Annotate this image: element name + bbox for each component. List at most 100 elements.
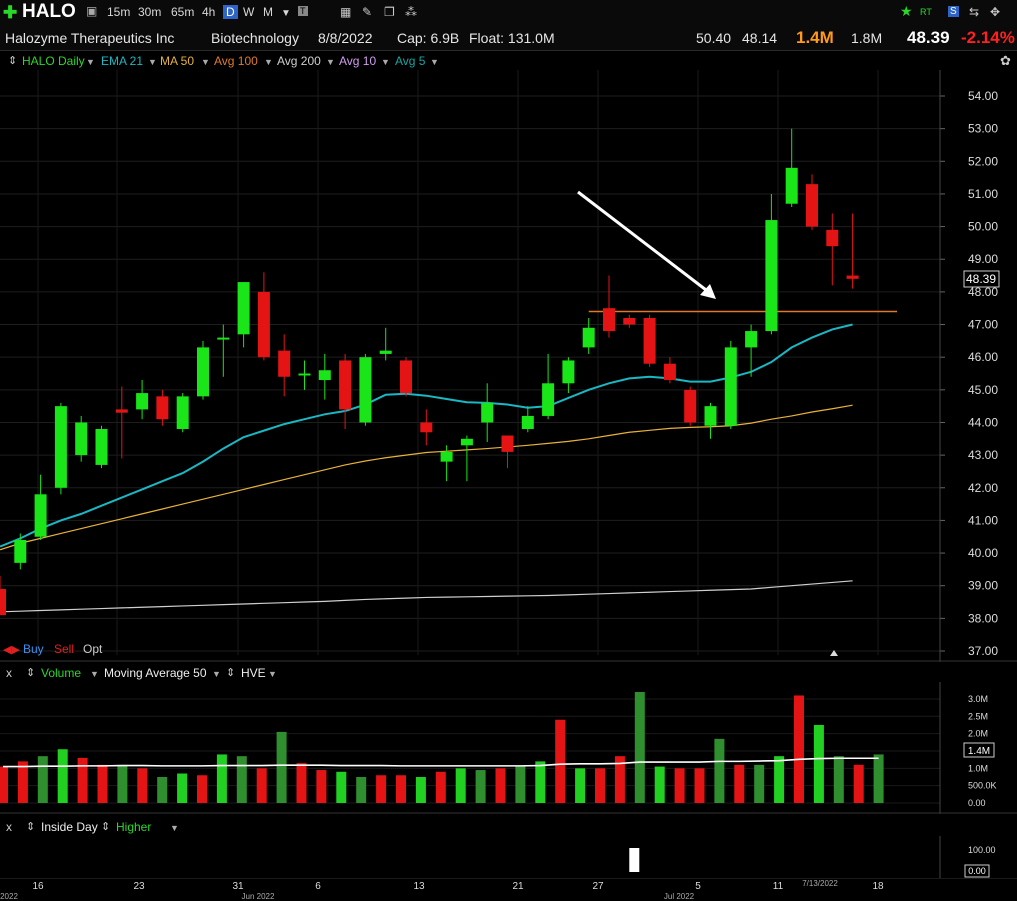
legend-avg200[interactable]: Avg 200 (277, 54, 321, 68)
pencil-icon[interactable]: ✎ (362, 5, 373, 19)
volume-title[interactable]: Volume (41, 666, 82, 680)
tf-15m[interactable]: 15m (107, 5, 131, 19)
legend-dropdown-icon[interactable]: ▼ (264, 57, 273, 67)
close-indicator-icon[interactable]: x (6, 820, 12, 834)
tf-30m[interactable]: 30m (138, 5, 162, 19)
volume-bar (515, 766, 526, 803)
star-icon[interactable]: ★ (900, 3, 913, 19)
volume-bar (873, 754, 884, 803)
trade-buttons: ◀▶ Buy Sell Opt (3, 642, 103, 656)
candle-body (156, 396, 169, 420)
candle-body (34, 494, 47, 537)
volume-ma-dropdown-icon[interactable]: ▼ (212, 669, 221, 679)
close-volume-icon[interactable]: x (6, 666, 12, 680)
tf-65m[interactable]: 65m (171, 5, 195, 19)
volume-tick-label: 1.0M (968, 763, 988, 773)
tf-weekly[interactable]: W (243, 5, 255, 19)
candles (0, 128, 859, 616)
volume-ma-label[interactable]: Moving Average 50 (104, 666, 207, 680)
inside-day-label[interactable]: Inside Day (41, 820, 98, 834)
crosshair-date: 7/13/2022 (802, 879, 838, 888)
volume-bar (435, 771, 446, 803)
candle-body (806, 184, 818, 227)
add-symbol-icon[interactable]: ✚ (3, 3, 18, 22)
volume-dropdown-icon[interactable]: ▼ (90, 669, 99, 679)
volume-bar (97, 764, 108, 803)
legend-dropdown-icon[interactable]: ▼ (201, 57, 210, 67)
price-tick-label: 37.00 (968, 644, 998, 658)
camera-icon[interactable]: ▣ (86, 4, 98, 18)
legend-avg5[interactable]: Avg 5 (395, 54, 426, 68)
avg-volume: 1.8M (851, 30, 883, 46)
tf-4h[interactable]: 4h (202, 5, 216, 19)
indicator-panel-header: x ⇕ Inside Day ⇕ Higher ▼ (0, 818, 940, 836)
price-tick-label: 53.00 (968, 122, 998, 136)
volume-last-tag: 1.4M (968, 746, 990, 757)
hve-move-icon[interactable]: ⇕ (226, 667, 236, 679)
price-change: -2.14% (961, 28, 1015, 47)
buy-button[interactable]: Buy (23, 642, 44, 656)
layers-icon[interactable]: ❐ (384, 5, 395, 19)
volume-tick-label: 3.0M (968, 694, 988, 704)
legend-dropdown-icon[interactable]: ▼ (430, 57, 439, 67)
share-icon[interactable]: ⁂ (405, 5, 417, 19)
legend-dropdown-icon[interactable]: ▼ (326, 57, 335, 67)
legend-ema21[interactable]: EMA 21 (101, 54, 144, 68)
legend-halo-daily[interactable]: HALO Daily (22, 54, 85, 68)
streaming-icon[interactable]: S (948, 6, 959, 17)
x-month-label: 2022 (0, 892, 18, 901)
indicator2-move-icon[interactable]: ⇕ (101, 821, 111, 833)
volume-move-icon[interactable]: ⇕ (26, 667, 36, 679)
legend-dropdown-icon[interactable]: ▼ (86, 57, 95, 67)
volume-bar (17, 761, 28, 803)
hve-label[interactable]: HVE (241, 666, 266, 680)
x-tick-label: 16 (32, 881, 44, 892)
price-tick-label: 44.00 (968, 415, 998, 429)
move-icon[interactable]: ✥ (990, 5, 1001, 19)
sell-button[interactable]: Sell (54, 642, 74, 656)
candle-body (318, 370, 331, 381)
palette-icon[interactable]: ✿ (1000, 53, 1011, 68)
ma200-polyline (0, 580, 853, 613)
hve-dropdown-icon[interactable]: ▼ (268, 669, 277, 679)
price-tick-label: 48.00 (968, 285, 998, 299)
calculator-icon[interactable]: ▦ (340, 5, 352, 19)
link-icon[interactable]: ⇆ (969, 5, 980, 19)
text-tool-icon[interactable]: T (298, 6, 308, 16)
volume-bars (0, 692, 884, 803)
symbol-title[interactable]: HALO (22, 1, 76, 22)
legend-move-icon[interactable]: ⇕ (8, 55, 18, 67)
expand-icon[interactable] (830, 650, 838, 656)
candle-body (846, 275, 859, 279)
legend-dropdown-icon[interactable]: ▼ (148, 57, 157, 67)
volume-bar (77, 757, 88, 803)
tf-monthly[interactable]: M (263, 5, 273, 19)
legend-avg100[interactable]: Avg 100 (214, 54, 258, 68)
indicator-move-icon[interactable]: ⇕ (26, 821, 36, 833)
option-button[interactable]: Opt (83, 642, 103, 656)
higher-label[interactable]: Higher (116, 820, 152, 834)
tf-daily[interactable]: D (223, 5, 238, 19)
candle-body (643, 318, 656, 364)
price-tick-label: 46.00 (968, 350, 998, 364)
candle-body (278, 350, 291, 377)
price-chart[interactable]: 54.00 53.00 52.00 51.00 50.00 49.00 48.00 47.00… (0, 70, 1017, 662)
ema21-polyline (0, 323, 853, 548)
legend-dropdown-icon[interactable]: ▼ (381, 57, 390, 67)
volume-tick-label: 0.00 (968, 798, 986, 808)
realtime-icon[interactable]: RT (920, 7, 932, 17)
candle-body (400, 360, 412, 394)
price-tick-label: 42.00 (968, 481, 998, 495)
indicator-dropdown-icon[interactable]: ▼ (170, 823, 179, 833)
volume-bar (734, 764, 745, 803)
candle-body (826, 229, 839, 247)
arrow-annotation[interactable] (577, 190, 716, 299)
timeframe-dropdown-icon[interactable]: ▼ (281, 8, 291, 19)
legend-avg10[interactable]: Avg 10 (339, 54, 377, 68)
price-tick-label: 50.00 (968, 220, 998, 234)
inside-day-chart[interactable]: 100.00 0.00 (0, 836, 1017, 878)
day-low: 48.14 (742, 30, 778, 46)
legend-ma50[interactable]: MA 50 (160, 54, 195, 68)
x-tick-label: 5 (695, 881, 701, 892)
